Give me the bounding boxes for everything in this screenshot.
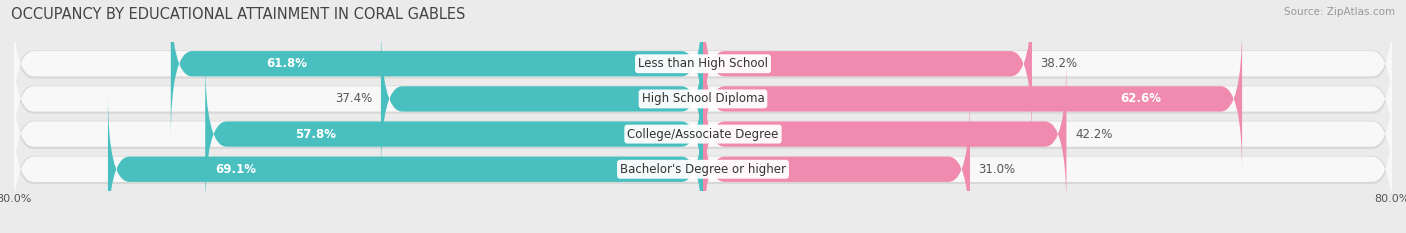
FancyBboxPatch shape xyxy=(11,0,1395,138)
FancyBboxPatch shape xyxy=(703,24,1241,174)
FancyBboxPatch shape xyxy=(11,61,1395,209)
FancyBboxPatch shape xyxy=(11,26,1395,174)
Text: OCCUPANCY BY EDUCATIONAL ATTAINMENT IN CORAL GABLES: OCCUPANCY BY EDUCATIONAL ATTAINMENT IN C… xyxy=(11,7,465,22)
FancyBboxPatch shape xyxy=(11,96,1395,233)
Text: Source: ZipAtlas.com: Source: ZipAtlas.com xyxy=(1284,7,1395,17)
Text: 37.4%: 37.4% xyxy=(335,93,373,105)
FancyBboxPatch shape xyxy=(13,59,1393,209)
Text: 38.2%: 38.2% xyxy=(1040,57,1078,70)
Text: High School Diploma: High School Diploma xyxy=(641,93,765,105)
Text: 42.2%: 42.2% xyxy=(1076,128,1112,140)
FancyBboxPatch shape xyxy=(703,0,1032,139)
Text: Less than High School: Less than High School xyxy=(638,57,768,70)
FancyBboxPatch shape xyxy=(703,94,970,233)
Text: 31.0%: 31.0% xyxy=(979,163,1015,176)
Text: 69.1%: 69.1% xyxy=(215,163,256,176)
FancyBboxPatch shape xyxy=(205,59,703,209)
FancyBboxPatch shape xyxy=(703,59,1066,209)
FancyBboxPatch shape xyxy=(381,24,703,174)
FancyBboxPatch shape xyxy=(13,94,1393,233)
FancyBboxPatch shape xyxy=(13,24,1393,174)
FancyBboxPatch shape xyxy=(108,94,703,233)
Text: Bachelor's Degree or higher: Bachelor's Degree or higher xyxy=(620,163,786,176)
Text: College/Associate Degree: College/Associate Degree xyxy=(627,128,779,140)
Text: 61.8%: 61.8% xyxy=(267,57,308,70)
FancyBboxPatch shape xyxy=(13,0,1393,139)
Text: 57.8%: 57.8% xyxy=(295,128,336,140)
FancyBboxPatch shape xyxy=(170,0,703,139)
Text: 62.6%: 62.6% xyxy=(1121,93,1161,105)
